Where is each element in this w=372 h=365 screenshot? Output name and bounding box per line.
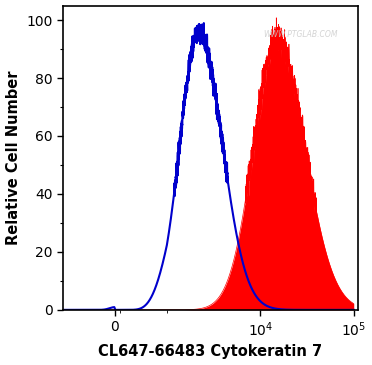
Y-axis label: Relative Cell Number: Relative Cell Number (6, 70, 20, 245)
X-axis label: CL647-66483 Cytokeratin 7: CL647-66483 Cytokeratin 7 (98, 345, 322, 360)
Text: WWW.PTGLAB.COM: WWW.PTGLAB.COM (263, 30, 338, 39)
